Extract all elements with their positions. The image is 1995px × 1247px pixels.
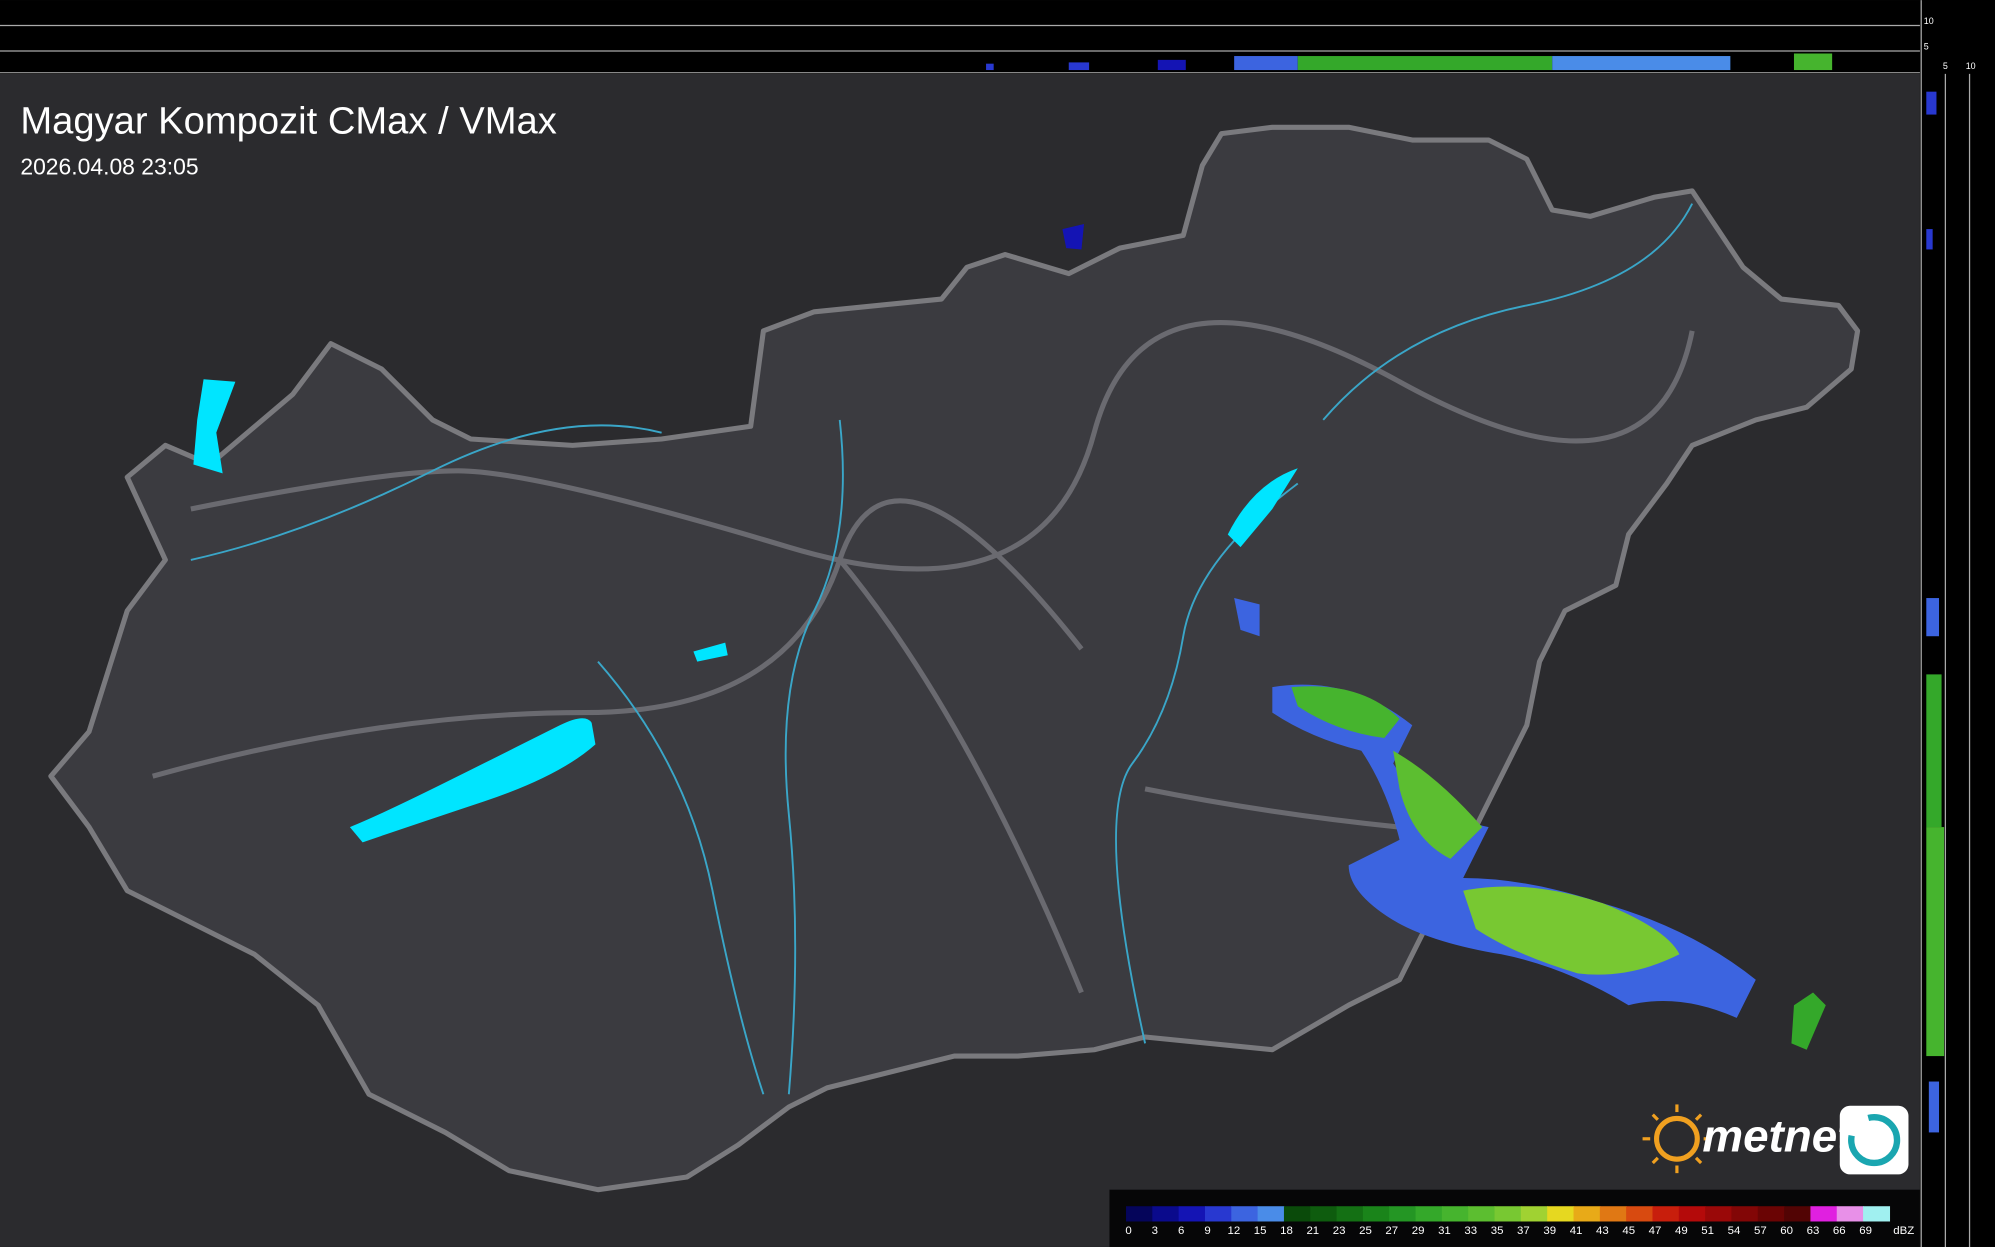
legend-label: 18	[1280, 1225, 1293, 1237]
legend-swatch	[1810, 1206, 1838, 1222]
legend-label: 47	[1649, 1225, 1662, 1237]
rivers	[190, 203, 1694, 1095]
legend-label: 63	[1807, 1225, 1820, 1237]
legend-label: 3	[1152, 1225, 1158, 1237]
legend-swatch	[1573, 1206, 1601, 1222]
legend-swatch	[1362, 1206, 1390, 1222]
legend-swatch	[1520, 1206, 1548, 1222]
legend-swatch	[1389, 1206, 1417, 1222]
legend-swatch	[1468, 1206, 1496, 1222]
legend-swatch	[1757, 1206, 1785, 1222]
legend-unit: dBZ	[1893, 1225, 1914, 1237]
legend-label: 33	[1464, 1225, 1477, 1237]
legend-label: 9	[1204, 1225, 1210, 1237]
legend-label: 66	[1833, 1225, 1846, 1237]
legend-swatch	[1731, 1206, 1759, 1222]
legend-label: 41	[1570, 1225, 1583, 1237]
roads	[151, 320, 1695, 994]
legend-label: 43	[1596, 1225, 1609, 1237]
radar-echoes	[1062, 223, 1826, 1050]
legend-label: 27	[1385, 1225, 1398, 1237]
legend-label: 21	[1306, 1225, 1319, 1237]
legend-swatch	[1836, 1206, 1864, 1222]
profile-label: 5	[1943, 61, 1948, 71]
legend-swatch	[1678, 1206, 1706, 1222]
legend-label: 51	[1701, 1225, 1714, 1237]
legend-swatch	[1257, 1206, 1285, 1222]
legend-swatch	[1863, 1206, 1891, 1222]
legend-label: 57	[1754, 1225, 1767, 1237]
legend: 0 3 6 9 12 15 18 21 23 25 27 29 31 33 35 37 39 41 43 45 47 49…	[1125, 1206, 1914, 1237]
legend-label: 35	[1491, 1225, 1504, 1237]
legend-label: 45	[1622, 1225, 1635, 1237]
legend-swatch	[1204, 1206, 1232, 1222]
legend-label: 29	[1412, 1225, 1425, 1237]
legend-label: 0	[1125, 1225, 1131, 1237]
lakes	[193, 379, 1298, 843]
legend-swatch	[1283, 1206, 1311, 1222]
legend-swatch	[1547, 1206, 1575, 1222]
legend-label: 12	[1227, 1225, 1240, 1237]
legend-swatch	[1784, 1206, 1812, 1222]
legend-swatch	[1652, 1206, 1680, 1222]
legend-swatch	[1231, 1206, 1259, 1222]
legend-swatch	[1705, 1206, 1733, 1222]
profile-label: 10	[1924, 16, 1934, 26]
legend-swatch	[1599, 1206, 1627, 1222]
logo: metnet	[1642, 1104, 1909, 1175]
legend-swatch	[1178, 1206, 1206, 1222]
legend-label: 31	[1438, 1225, 1451, 1237]
legend-label: 23	[1333, 1225, 1346, 1237]
profile-label: 10	[1966, 61, 1976, 71]
side-profile-echo	[1926, 91, 1945, 1133]
legend-swatch	[1336, 1206, 1364, 1222]
legend-swatch	[1126, 1206, 1153, 1222]
legend-label: 39	[1543, 1225, 1556, 1237]
legend-label: 60	[1780, 1225, 1793, 1237]
logo-text: metnet	[1702, 1111, 1854, 1162]
legend-swatch	[1441, 1206, 1469, 1222]
profile-label: 5	[1924, 42, 1929, 52]
legend-swatch	[1415, 1206, 1443, 1222]
legend-label: 54	[1728, 1225, 1741, 1237]
legend-swatch	[1152, 1206, 1180, 1222]
legend-label: 37	[1517, 1225, 1530, 1237]
top-profile-echo	[986, 53, 1833, 71]
legend-swatch	[1310, 1206, 1338, 1222]
legend-label: 25	[1359, 1225, 1372, 1237]
map-title: Magyar Kompozit CMax / VMax	[20, 100, 556, 143]
legend-label: 49	[1675, 1225, 1688, 1237]
timestamp: 2026.04.08 23:05	[20, 153, 198, 179]
legend-swatch	[1494, 1206, 1522, 1222]
legend-label: 69	[1859, 1225, 1872, 1237]
legend-swatch	[1626, 1206, 1654, 1222]
legend-label: 15	[1254, 1225, 1267, 1237]
legend-label: 6	[1178, 1225, 1184, 1237]
